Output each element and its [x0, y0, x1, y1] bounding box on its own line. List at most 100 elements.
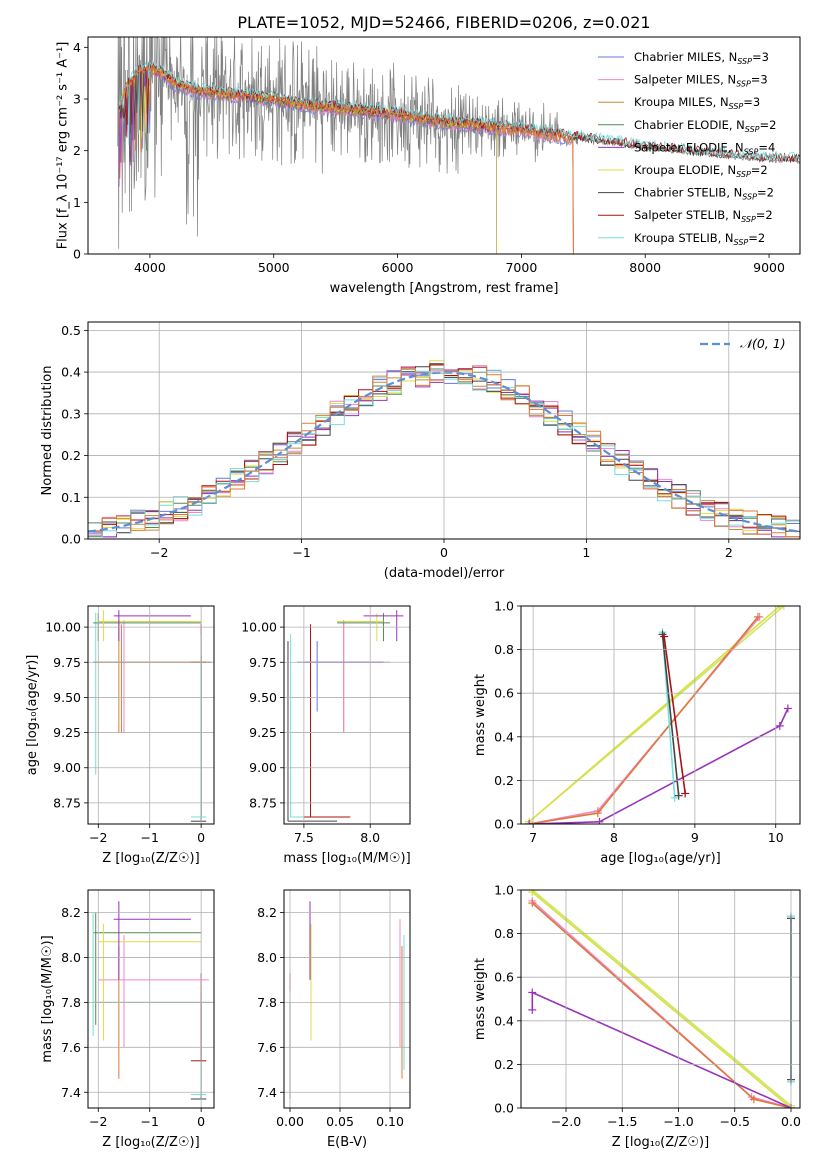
spectrum-frame	[87, 36, 801, 255]
age_vs_z-ytick-label: 8.75	[53, 795, 81, 810]
weight_vs_age-ylabel: mass weight	[473, 674, 488, 756]
spectrum-legend-label: Chabrier STELIB, NSSP=2	[634, 186, 774, 202]
weight_vs_age-plot-area	[525, 606, 792, 824]
weight_vs_age-ytick-label: 0.6	[494, 686, 514, 701]
weight_vs_z-ytick-label: 0.8	[494, 926, 514, 941]
mass_vs_z-ytick-label: 7.8	[61, 995, 81, 1010]
residuals-normal-curve	[88, 371, 798, 533]
age_vs_z-xtick-label: 0	[197, 830, 205, 845]
weight_vs_age-frame	[520, 605, 801, 825]
weight_vs_age-ytick-label: 1.0	[494, 599, 514, 614]
legend-label-suffix: =2	[760, 118, 777, 132]
mass_vs_z-frame	[87, 889, 215, 1109]
mass_vs_ebv-ytick-label: 7.6	[257, 1040, 277, 1055]
legend-label-subscript: SSP	[744, 147, 759, 156]
weight_vs_z-series-line	[531, 890, 792, 1107]
legend-label-suffix: =2	[748, 231, 765, 245]
legend-label-suffix: =3	[743, 95, 760, 109]
mass_vs_ebv-frame	[283, 889, 411, 1109]
legend-label-text: Salpeter STELIB, N	[634, 208, 741, 222]
weight_vs_z-ytick-label: 0.0	[494, 1101, 514, 1116]
legend-label-suffix: =3	[752, 50, 769, 64]
residuals-ytick-label: 0.5	[61, 323, 81, 338]
spectrum-ytick-label: 3	[73, 92, 81, 107]
weight_vs_z-xtick-label: −1.5	[607, 1114, 637, 1129]
age_vs_z-chart: −2 −1 0 8.75 9.00 9.25 9.50 9.75 10.00 Z [log₁₀(Z…	[25, 605, 215, 866]
weight_vs_age-ytick-label: 0.0	[494, 817, 514, 832]
weight_vs_age-series-line	[529, 708, 789, 824]
spectrum-legend-label: Chabrier MILES, NSSP=3	[634, 50, 769, 66]
residuals-xtick-label: 1	[582, 545, 590, 560]
age_vs_mass-ytick-label: 9.00	[249, 760, 277, 775]
legend-label-suffix: =2	[757, 186, 774, 200]
mass_vs_ebv-xlabel: E(B-V)	[327, 1135, 367, 1150]
legend-label-text: Kroupa ELODIE, N	[634, 163, 736, 177]
spectrum-legend-label: Kroupa STELIB, NSSP=2	[634, 231, 765, 247]
age_vs_z-ytick-label: 9.25	[53, 725, 81, 740]
weight_vs_age-ytick-label: 0.4	[494, 729, 514, 744]
mass_vs_ebv-ytick-label: 8.0	[257, 950, 277, 965]
weight_vs_z-frame	[520, 889, 801, 1109]
mass_vs_z-ytick-label: 8.2	[61, 905, 81, 920]
legend-label-subscript: SSP	[734, 238, 749, 247]
residuals-xtick-label: −2	[150, 545, 168, 560]
legend-label-suffix: =4	[758, 140, 775, 154]
spectrum-ytick-label: 0	[73, 247, 81, 262]
spectrum-ytick-label: 1	[73, 195, 81, 210]
spectrum-ytick-label: 4	[73, 40, 81, 55]
charts-container: 4000 5000 6000 7000 8000 900001234wavelength …	[25, 36, 801, 1151]
spectrum-xlabel: wavelength [Angstrom, rest frame]	[330, 281, 559, 296]
weight_vs_z-ytick-label: 1.0	[494, 883, 514, 898]
age_vs_z-ylabel: age [log₁₀(age/yr)]	[25, 655, 40, 776]
legend-label-text: Chabrier MILES, N	[634, 50, 737, 64]
weight_vs_age-ytick-label: 0.8	[494, 642, 514, 657]
mass_vs_z-ytick-label: 8.0	[61, 950, 81, 965]
legend-label-subscript: SSP	[742, 193, 757, 202]
mass_vs_z-xtick-label: −1	[140, 1114, 158, 1129]
age_vs_z-ytick-label: 9.00	[53, 760, 81, 775]
weight_vs_z-series-line	[531, 891, 792, 1108]
age_vs_z-frame	[87, 605, 215, 825]
residuals-chart: −2 −1 0 1 2 0.0 0.1 0.2 0.3 0.4 0.5 (data-model)/er…	[40, 321, 801, 581]
age_vs_mass-ytick-label: 9.25	[249, 725, 277, 740]
mass_vs_z-ytick-label: 7.6	[61, 1040, 81, 1055]
weight_vs_z-xtick-label: 0.0	[781, 1114, 801, 1129]
spectrum-xtick-label: 9000	[753, 260, 785, 275]
weight_vs_z-xlabel: Z [log₁₀(Z/Z☉)]	[612, 1135, 709, 1150]
weight_vs_age-chart: 7 8 9 10 0.0 0.2 0.4 0.6 0.8 1.0 age [log₁₀(age/yr…	[473, 599, 801, 866]
legend-label-suffix: =3	[751, 73, 768, 87]
legend-label-subscript: SSP	[736, 170, 751, 179]
age_vs_z-xtick-label: −2	[89, 830, 107, 845]
mass_vs_ebv-xtick-label: 0.10	[376, 1114, 404, 1129]
residuals-ytick-label: 0.2	[61, 448, 81, 463]
spectrum-ylabel: Flux [f_λ 10⁻¹⁷ erg cm⁻² s⁻¹ A⁻¹]	[55, 42, 70, 250]
legend-label-subscript: SSP	[729, 102, 744, 111]
age_vs_z-xtick-label: −1	[140, 830, 158, 845]
legend-label-suffix: =2	[756, 208, 773, 222]
mass_vs_ebv-ytick-label: 7.8	[257, 995, 277, 1010]
age_vs_z-ytick-label: 10.00	[45, 620, 81, 635]
residuals-legend-label: 𝒩(0, 1)	[740, 336, 786, 351]
residuals-xtick-label: 0	[440, 545, 448, 560]
mass_vs_z-ylabel: mass [log₁₀(M/M☉)]	[40, 935, 55, 1062]
weight_vs_age-xtick-label: 9	[691, 830, 699, 845]
mass_vs_ebv-ytick-label: 7.4	[257, 1085, 277, 1100]
mass_vs_z-xtick-label: 0	[197, 1114, 205, 1129]
spectrum-chart: 4000 5000 6000 7000 8000 9000 0 1 2 3 4 wavelength …	[55, 36, 801, 296]
legend-label-text: Salpeter ELODIE, N	[634, 140, 744, 154]
spectrum-xtick-label: 6000	[382, 260, 414, 275]
weight_vs_z-chart: −2.0 −1.5 −1.0 −0.5 0.0 0.0 0.2 0.4 0.6 0.8 1.0 Z […	[473, 883, 801, 1151]
weight_vs_z-ylabel: mass weight	[473, 958, 488, 1040]
spectrum-legend-label: Kroupa MILES, NSSP=3	[634, 95, 760, 111]
mass_vs_z-ytick-label: 7.4	[61, 1085, 81, 1100]
legend-label-text: Kroupa STELIB, N	[634, 231, 734, 245]
residuals-xlabel: (data-model)/error	[384, 566, 505, 581]
weight_vs_z-xtick-label: −1.0	[663, 1114, 693, 1129]
spectrum-model-line-kroupa_stelib	[118, 59, 800, 162]
mass_vs_ebv-ytick-label: 8.2	[257, 905, 277, 920]
residuals-ytick-label: 0.1	[61, 490, 81, 505]
legend-label-suffix: =2	[751, 163, 768, 177]
age_vs_z-xlabel: Z [log₁₀(Z/Z☉)]	[102, 851, 199, 866]
weight_vs_age-ytick-label: 0.2	[494, 773, 514, 788]
